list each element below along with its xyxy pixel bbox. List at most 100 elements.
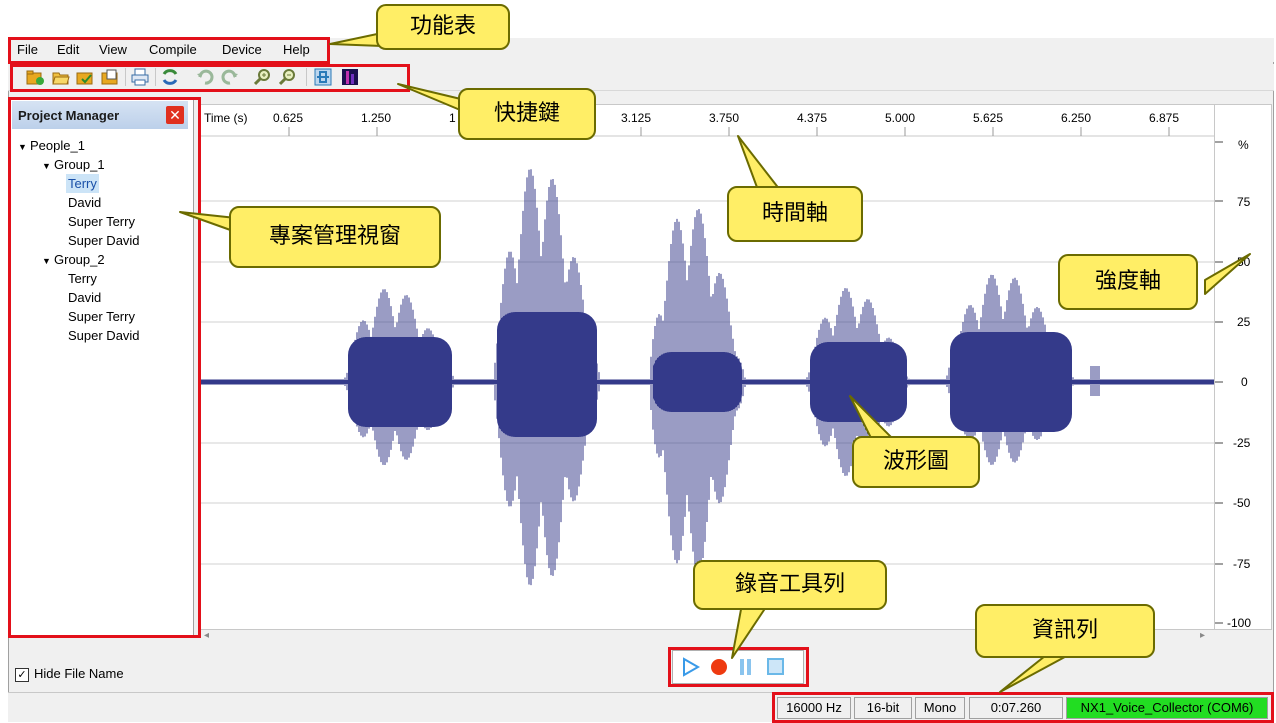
amplitude-unit: %: [1238, 138, 1249, 152]
amplitude-tick: 75: [1237, 195, 1251, 209]
menu-edit[interactable]: Edit: [57, 42, 80, 57]
project-manager-title: Project Manager: [18, 108, 120, 123]
redo-button[interactable]: [221, 68, 239, 86]
open-folder-button[interactable]: [52, 68, 70, 86]
waveform-view-icon: [314, 68, 332, 86]
tree-item-david[interactable]: David: [68, 290, 102, 305]
spectrogram-view-icon: [342, 69, 358, 85]
status-bar-highlight: [772, 692, 1274, 723]
redo-icon: [221, 69, 238, 85]
time-tick: 5.625: [973, 111, 1004, 125]
menu-compile[interactable]: Compile: [149, 42, 197, 57]
menu-bar: File Edit View Compile Device Help: [8, 38, 1274, 62]
menu-highlight: [8, 37, 330, 64]
toolbar: [8, 64, 1274, 91]
channel-mode: Mono: [915, 697, 965, 719]
waveform-plot: [201, 127, 1214, 586]
time-tick: 6.875: [1149, 111, 1180, 125]
amplitude-tick: -50: [1233, 496, 1251, 510]
stop-icon: [767, 658, 784, 675]
stop-button[interactable]: [767, 658, 784, 675]
callout-waveform: 波形圖: [852, 436, 980, 488]
callout-intensity-axis: 強度軸: [1058, 254, 1198, 310]
expand-arrow-icon[interactable]: ▼: [18, 142, 27, 152]
tree-node-people-1[interactable]: ▼ People_1: [18, 136, 85, 157]
project-manager-highlight: [8, 97, 201, 638]
bit-depth: 16-bit: [854, 697, 912, 719]
time-tick: 3.125: [621, 111, 652, 125]
tree-item-super-david[interactable]: Super David: [68, 328, 140, 343]
toolbar-highlight: [10, 64, 410, 92]
play-button[interactable]: [683, 657, 701, 677]
callout-menu: 功能表: [376, 4, 510, 50]
new-project-button[interactable]: [26, 68, 44, 86]
zoom-out-icon: [278, 69, 295, 86]
tree-item-super-terry[interactable]: Super Terry: [68, 214, 135, 229]
sample-rate: 16000 Hz: [777, 697, 851, 719]
horizontal-scrollbar[interactable]: ◂ ▸: [200, 630, 1215, 646]
tree-item-super-david[interactable]: Super David: [68, 233, 140, 248]
zoom-in-button[interactable]: [253, 68, 272, 86]
hide-file-name-checkbox[interactable]: ✓: [15, 668, 29, 682]
refresh-icon: [162, 69, 178, 85]
time-tick: 3.750: [709, 111, 740, 125]
record-button[interactable]: [711, 659, 727, 675]
play-icon: [683, 657, 701, 677]
status-bar: [8, 692, 1274, 722]
amplitude-tick: -25: [1233, 436, 1251, 450]
zoom-out-button[interactable]: [278, 68, 297, 86]
undo-icon: [197, 69, 214, 85]
menu-device[interactable]: Device: [222, 42, 262, 57]
close-icon[interactable]: ✕: [166, 106, 184, 124]
amplitude-tick: -100: [1227, 616, 1252, 630]
save-as-icon: [101, 69, 118, 85]
device-status: NX1_Voice_Collector (COM6): [1066, 697, 1268, 719]
duration: 0:07.260: [969, 697, 1063, 719]
pause-button[interactable]: [740, 659, 751, 675]
time-tick: 1: [449, 111, 456, 125]
scroll-left-icon[interactable]: ◂: [204, 630, 210, 641]
new-project-icon: [26, 70, 44, 85]
project-manager-header: Project Manager ✕: [12, 101, 188, 129]
amplitude-axis: % 75 50 25 0 -25 -50 -75 -100: [1215, 104, 1272, 630]
callout-project-manager: 專案管理視窗: [229, 206, 441, 268]
waveform-view[interactable]: Time (s) 0.625 1.250 1 3.125 3.750 4.375…: [200, 104, 1215, 630]
waveform-core: [497, 312, 597, 437]
save-icon: [76, 72, 93, 85]
expand-arrow-icon[interactable]: ▼: [42, 256, 51, 266]
scroll-right-icon[interactable]: ▸: [1200, 630, 1206, 641]
tree-node-group-2[interactable]: ▼ Group_2: [42, 250, 105, 271]
time-tick: 5.000: [885, 111, 916, 125]
waveform-view-button[interactable]: [314, 68, 332, 86]
print-icon: [131, 68, 149, 86]
zoom-in-icon: [253, 69, 270, 86]
save-as-button[interactable]: [101, 68, 119, 86]
callout-info-bar: 資訊列: [975, 604, 1155, 658]
open-folder-icon: [52, 72, 70, 85]
hide-file-name-row: ✓ Hide File Name: [10, 660, 194, 688]
callout-shortcuts: 快捷鍵: [458, 88, 596, 140]
pause-icon: [740, 659, 751, 675]
menu-view[interactable]: View: [99, 42, 127, 57]
save-button[interactable]: [76, 68, 94, 86]
hide-file-name-label: Hide File Name: [34, 666, 124, 681]
tree-node-group-1[interactable]: ▼ Group_1: [42, 155, 105, 176]
undo-button[interactable]: [196, 68, 214, 86]
tree-item-terry-selected[interactable]: Terry: [66, 174, 99, 193]
tree-item-super-terry[interactable]: Super Terry: [68, 309, 135, 324]
spectrogram-view-button[interactable]: [341, 68, 359, 86]
expand-arrow-icon[interactable]: ▼: [42, 161, 51, 171]
time-tick: 4.375: [797, 111, 828, 125]
tree-item-david[interactable]: David: [68, 195, 102, 210]
amplitude-tick: -75: [1233, 557, 1251, 571]
amplitude-tick: 0: [1241, 375, 1248, 389]
menu-file[interactable]: File: [17, 42, 38, 57]
tree-item-terry[interactable]: Terry: [68, 271, 97, 286]
record-icon: [711, 659, 727, 675]
callout-recording-toolbar: 錄音工具列: [693, 560, 887, 610]
refresh-button[interactable]: [161, 68, 179, 86]
waveform-baseline: [201, 380, 1214, 384]
time-tick: 1.250: [361, 111, 392, 125]
menu-help[interactable]: Help: [283, 42, 310, 57]
print-button[interactable]: [131, 68, 149, 86]
